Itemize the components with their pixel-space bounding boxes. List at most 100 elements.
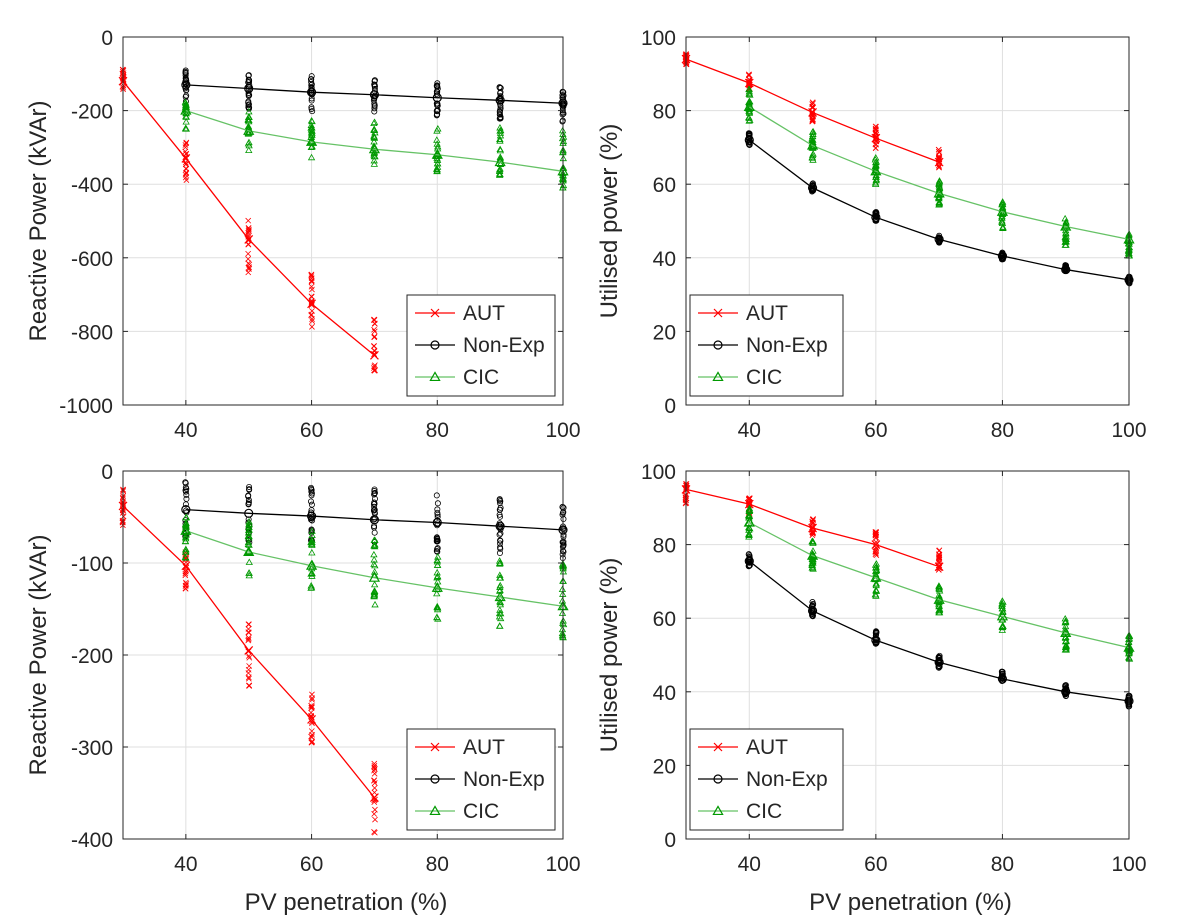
data-point	[743, 516, 755, 527]
scatter-point	[808, 561, 816, 569]
scatter-point	[308, 298, 315, 305]
y-tick-label: 40	[653, 682, 676, 705]
scatter-point	[1062, 232, 1070, 240]
legend-swatch-marker	[429, 371, 441, 382]
scatter-point	[496, 124, 504, 131]
x-tick-label: 60	[300, 853, 323, 876]
scatter-point	[808, 153, 816, 161]
scatter-point	[245, 227, 252, 234]
data-point	[180, 524, 192, 535]
scatter-point	[308, 484, 315, 491]
scatter-point	[245, 497, 252, 504]
data-point	[307, 714, 316, 724]
scatter-point	[434, 111, 441, 118]
scatter-point	[434, 506, 441, 513]
scatter-point	[182, 68, 189, 75]
x-tick-label: 60	[300, 419, 323, 442]
scatter-point	[873, 637, 880, 644]
panel-top-right: 40 60 80 100 0 20 40 60 80 100 Utilised power (%) A…	[596, 27, 1147, 442]
data-point	[244, 83, 254, 94]
scatter-point	[182, 570, 189, 577]
series-cic	[743, 85, 1135, 259]
scatter-point	[745, 117, 753, 124]
scatter-point	[245, 558, 253, 565]
data-point	[432, 517, 442, 528]
scatter-point	[309, 695, 315, 701]
y-tick-label: 100	[641, 27, 676, 50]
scatter-point	[309, 286, 315, 293]
series-line-non-exp	[748, 139, 1130, 281]
series-line-cic	[185, 109, 564, 172]
scatter-point	[935, 608, 944, 616]
scatter-point	[245, 493, 252, 500]
series-line-non-exp	[748, 560, 1130, 702]
legend-item-aut: AUT	[698, 736, 788, 759]
scatter-point	[309, 731, 315, 738]
scatter-point	[245, 517, 253, 525]
scatter-point	[371, 789, 378, 796]
scatter-point	[308, 277, 315, 284]
scatter-point	[434, 604, 442, 611]
scatter-point	[183, 170, 190, 177]
scatter-point	[371, 829, 377, 835]
data-point	[369, 90, 380, 100]
scatter-point	[434, 102, 441, 109]
legend-swatch-marker	[713, 742, 723, 752]
scatter-point	[496, 583, 504, 590]
scatter-point	[495, 559, 504, 567]
legend-label: Non-Exp	[463, 334, 545, 357]
scatter-point	[496, 606, 504, 613]
scatter-point	[935, 585, 943, 592]
scatter-point	[808, 559, 816, 567]
scatter-point	[872, 173, 880, 180]
scatter-point	[308, 718, 315, 725]
y-tick-label: -100	[71, 553, 113, 576]
scatter-point	[558, 629, 567, 637]
scatter-point	[935, 185, 943, 193]
scatter-point	[182, 171, 189, 178]
scatter-point	[998, 599, 1006, 607]
scatter-point	[308, 569, 316, 576]
scatter-point	[245, 217, 252, 224]
scatter-point	[809, 115, 816, 122]
legend-swatch-marker	[713, 774, 723, 784]
scatter-point	[873, 552, 880, 559]
scatter-point	[370, 560, 378, 567]
scatter-point	[182, 109, 190, 116]
scatter-point	[872, 141, 879, 147]
scatter-point	[434, 500, 441, 507]
scatter-point	[872, 564, 880, 571]
scatter-point	[308, 73, 315, 80]
scatter-point	[999, 671, 1006, 678]
scatter-point	[308, 278, 315, 285]
scatter-point	[370, 317, 377, 324]
data-point	[744, 499, 754, 509]
scatter-point	[872, 580, 880, 587]
scatter-point	[998, 214, 1006, 221]
scatter-point	[496, 153, 504, 160]
scatter-point	[245, 260, 252, 267]
data-point	[1061, 687, 1071, 697]
scatter-point	[935, 198, 943, 205]
scatter-point	[935, 605, 944, 612]
scatter-point	[433, 127, 441, 134]
data-point	[495, 521, 505, 531]
scatter-point	[745, 531, 753, 538]
scatter-point	[935, 583, 944, 590]
scatter-point	[182, 142, 189, 148]
scatter-point	[371, 85, 378, 92]
legend-label: CIC	[463, 366, 499, 389]
scatter-point	[308, 104, 315, 111]
y-tick-label: 20	[653, 755, 676, 778]
legend-item-aut: AUT	[415, 302, 505, 325]
series-aut	[118, 66, 379, 374]
scatter-point	[245, 117, 253, 125]
scatter-point	[370, 542, 378, 549]
data-point	[243, 546, 255, 557]
scatter-point	[371, 777, 378, 784]
scatter-point	[120, 70, 127, 77]
scatter-point	[246, 104, 253, 111]
legend-swatch-marker	[713, 308, 723, 318]
scatter-point	[246, 682, 252, 689]
data-point	[181, 561, 191, 571]
